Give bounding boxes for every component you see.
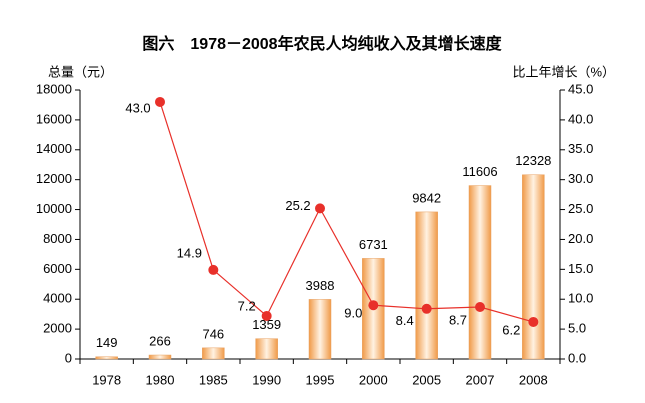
y-axis-label: 总量（元）: [48, 64, 113, 79]
x-tick-label: 1980: [146, 372, 175, 387]
x-tick-label: 1990: [252, 372, 281, 387]
y-tick-label: 10000: [36, 201, 72, 216]
y2-tick-label: 45.0: [568, 81, 593, 96]
y2-axis-label: 比上年增长（%）: [512, 64, 615, 79]
bar: [202, 347, 225, 360]
y-tick-label: 18000: [36, 81, 72, 96]
growth-marker: [368, 300, 379, 311]
bar: [468, 185, 492, 360]
line-value-label: 7.2: [238, 298, 256, 313]
bar: [255, 338, 278, 360]
bar: [308, 299, 332, 360]
y-tick-label: 6000: [43, 261, 72, 276]
y2-tick-label: 25.0: [568, 201, 593, 216]
line-value-label: 8.7: [449, 312, 467, 327]
y2-tick-label: 35.0: [568, 141, 593, 156]
x-tick-label: 2008: [519, 372, 548, 387]
bar-value-label: 11606: [462, 164, 497, 179]
growth-marker: [208, 264, 219, 275]
bar-value-label: 12328: [515, 153, 551, 168]
line-value-label: 9.0: [344, 306, 362, 321]
bar-value-label: 3988: [306, 278, 335, 293]
line-value-label: 14.9: [177, 245, 202, 260]
bar: [148, 354, 172, 360]
line-value-label: 43.0: [125, 100, 150, 115]
growth-marker: [421, 303, 432, 314]
x-tick-label: 1978: [92, 372, 121, 387]
y-tick-label: 4000: [43, 291, 72, 306]
y2-tick-label: 20.0: [568, 231, 593, 246]
y-tick-label: 16000: [36, 111, 72, 126]
growth-marker: [475, 301, 485, 312]
x-tick-label: 2007: [466, 372, 495, 387]
bar-value-label: 6731: [359, 237, 388, 252]
growth-marker: [315, 203, 325, 214]
bar-value-label: 1359: [252, 317, 281, 332]
bar-value-label: 149: [96, 335, 118, 350]
growth-marker: [155, 96, 165, 107]
y2-tick-label: 5.0: [568, 321, 586, 336]
bar-value-label: 266: [149, 333, 171, 348]
y2-tick-label: 15.0: [568, 261, 593, 276]
y2-tick-label: 30.0: [568, 171, 593, 186]
y-tick-label: 12000: [36, 171, 72, 186]
chart-title: 图六 1978－2008年农民人均纯收入及其增长速度: [142, 34, 502, 53]
bar: [415, 211, 438, 360]
bar-value-label: 9842: [412, 190, 441, 205]
y2-tick-label: 40.0: [568, 111, 593, 126]
line-value-label: 25.2: [285, 198, 310, 213]
y-tick-label: 14000: [36, 141, 72, 156]
y2-tick-label: 10.0: [568, 291, 593, 306]
x-tick-label: 1995: [306, 372, 335, 387]
y2-tick-label: 0.0: [568, 350, 586, 365]
line-value-label: 6.2: [502, 322, 520, 337]
bar: [95, 356, 118, 360]
growth-marker: [261, 310, 272, 321]
x-tick-label: 2005: [412, 372, 441, 387]
growth-marker: [528, 316, 539, 327]
bar-value-label: 746: [202, 326, 224, 341]
x-tick-label: 2000: [359, 372, 388, 387]
x-tick-label: 1985: [199, 372, 228, 387]
y-tick-label: 8000: [43, 231, 72, 246]
growth-line: [159, 101, 534, 323]
y-tick-label: 2000: [43, 321, 72, 336]
y-tick-label: 0: [65, 350, 72, 365]
line-value-label: 8.4: [396, 313, 414, 328]
bar: [522, 174, 545, 360]
